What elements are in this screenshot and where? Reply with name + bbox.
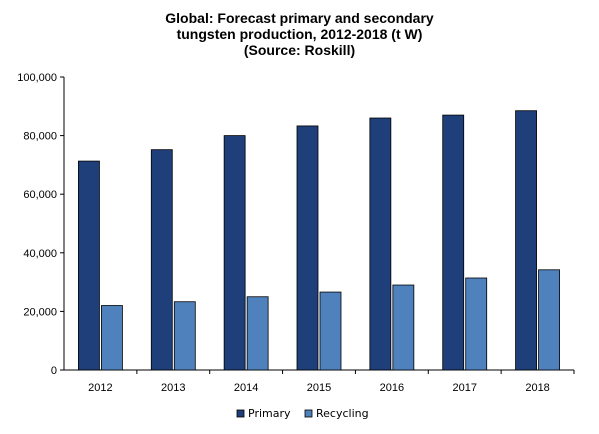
bar-recycling-2015 <box>319 291 342 371</box>
bar-primary-2016 <box>369 117 392 371</box>
y-tick-label: 100,000 <box>17 72 57 84</box>
legend-label-primary: Primary <box>248 407 291 420</box>
x-tick-label: 2016 <box>380 382 404 394</box>
bar-recycling-2018 <box>538 269 560 371</box>
x-tick-label: 2013 <box>161 382 185 394</box>
y-tick-label: 0 <box>51 365 57 377</box>
legend-label-recycling: Recycling <box>316 407 369 420</box>
bar-primary-2014 <box>223 135 246 371</box>
x-tick-label: 2012 <box>88 382 112 394</box>
chart-title-line-2: tungsten production, 2012-2018 (t W) <box>176 26 423 42</box>
chart-title-line-1: Global: Forecast primary and secondary <box>165 10 434 26</box>
y-tick-label: 40,000 <box>23 248 57 260</box>
bar-recycling-2017 <box>465 277 488 371</box>
bar-primary-2015 <box>296 125 319 371</box>
y-tick-label: 80,000 <box>23 131 57 143</box>
x-tick-label: 2014 <box>234 382 258 394</box>
legend-swatch-recycling <box>304 409 313 418</box>
bar-primary-2017 <box>442 114 465 371</box>
x-tick-label: 2015 <box>307 382 331 394</box>
chart-title-line-3: (Source: Roskill) <box>243 42 356 58</box>
x-tick-label: 2017 <box>452 382 476 394</box>
y-tick-label: 60,000 <box>23 189 57 201</box>
bar-primary-2013 <box>150 149 173 371</box>
chart-title: Global: Forecast primary and secondary t… <box>0 10 599 58</box>
bar-recycling-2013 <box>173 301 196 371</box>
bar-primary-2018 <box>515 110 537 371</box>
y-tick-label: 20,000 <box>23 306 57 318</box>
bar-recycling-2014 <box>246 296 269 371</box>
bar-primary-2012 <box>78 160 100 371</box>
legend-swatch-primary <box>236 409 245 418</box>
x-tick-label: 2018 <box>525 382 549 394</box>
bar-recycling-2012 <box>101 305 123 371</box>
bar-recycling-2016 <box>392 284 415 371</box>
